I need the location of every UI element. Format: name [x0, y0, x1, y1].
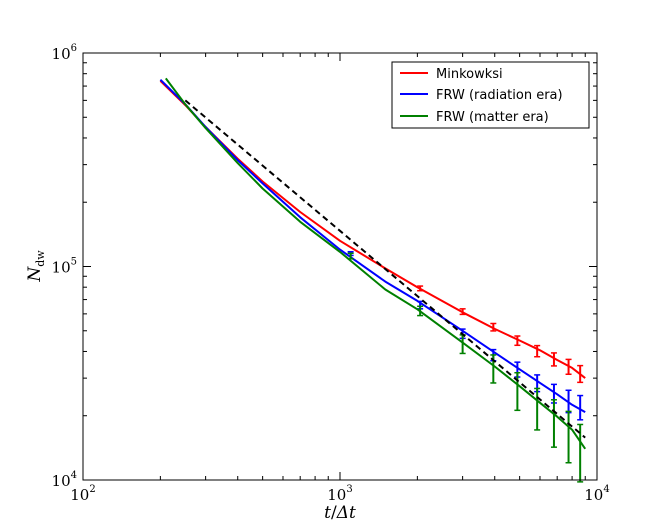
- x-tick-label: 103: [327, 484, 352, 504]
- y-tick-label: 106: [52, 43, 77, 63]
- series-matter-line: [165, 77, 587, 450]
- y-axis-label: Ndw: [25, 250, 47, 283]
- legend-label-matter: FRW (matter era): [436, 110, 549, 125]
- x-axis-label: t/Δt: [324, 503, 356, 523]
- series-powerlaw-dashed-line: [184, 99, 586, 439]
- legend-label-radiation: FRW (radiation era): [436, 88, 563, 103]
- legend-label-minkowski: Minkowksi: [436, 67, 503, 82]
- y-tick-label: 105: [52, 257, 77, 277]
- legend: Minkowksi FRW (radiation era) FRW (matte…: [391, 61, 590, 129]
- series-layer: [159, 77, 587, 483]
- plot-frame: [82, 52, 598, 481]
- x-tick-label: 102: [70, 484, 95, 504]
- x-tick-label: 104: [584, 484, 609, 504]
- y-tick-label: 104: [52, 470, 77, 490]
- ticks-layer: [82, 52, 598, 481]
- series-radiation-line: [159, 78, 586, 413]
